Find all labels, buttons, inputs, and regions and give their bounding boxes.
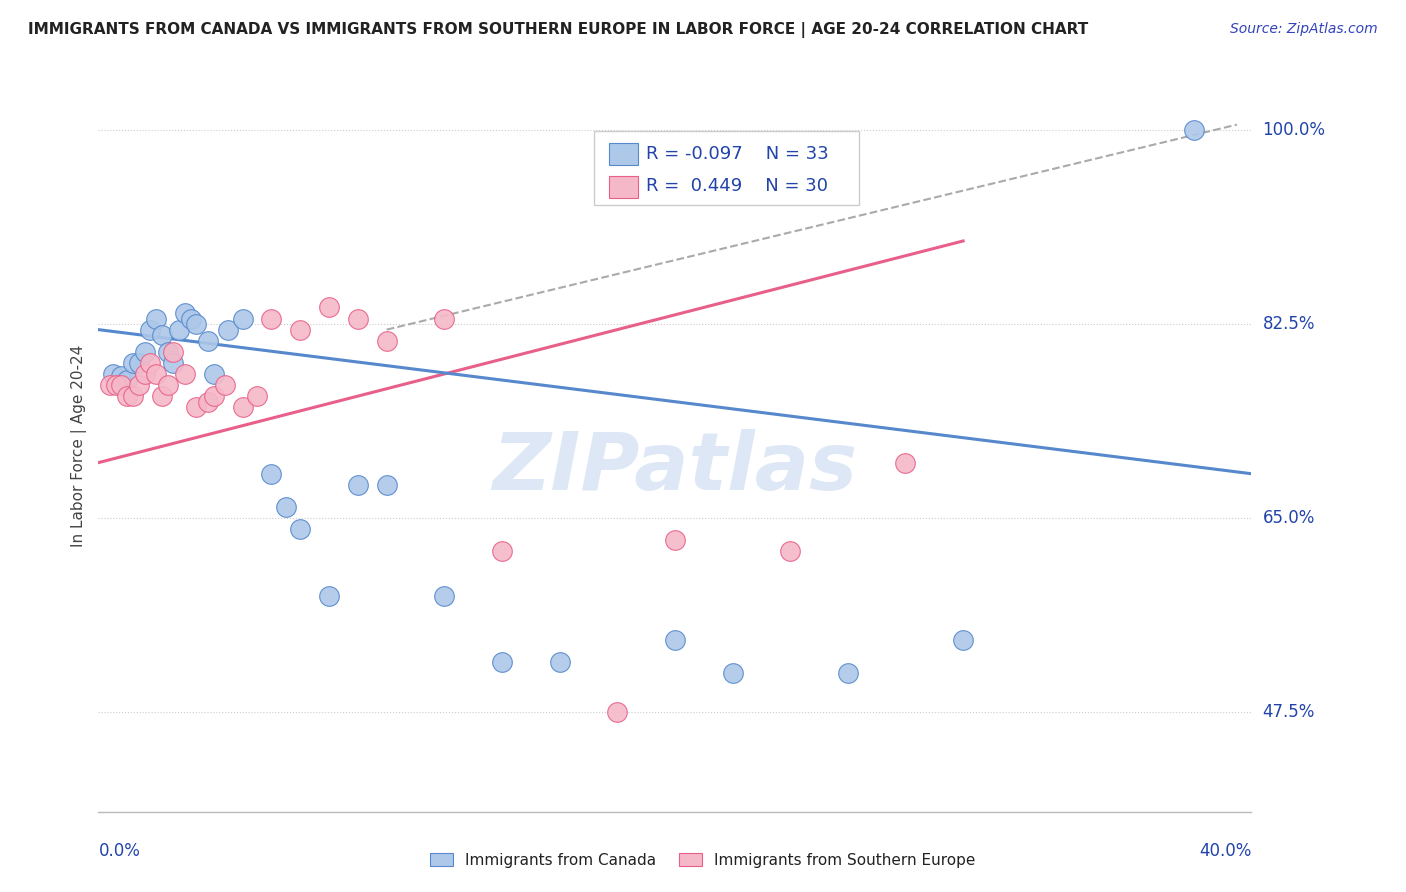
Point (721, 666, 744, 681)
Point (156, 344, 179, 359)
Point (174, 306, 197, 320)
Point (779, 544, 801, 558)
Text: 47.5%: 47.5% (1263, 703, 1315, 721)
Legend: Immigrants from Canada, Immigrants from Southern Europe: Immigrants from Canada, Immigrants from … (423, 845, 983, 875)
Point (110, 378, 132, 392)
Point (346, 311, 368, 326)
Point (491, 544, 513, 558)
Point (346, 477, 368, 491)
Point (122, 356, 145, 370)
Point (128, 378, 150, 392)
Point (186, 317, 208, 331)
Point (145, 367, 167, 381)
Point (260, 311, 283, 326)
Text: R = -0.097    N = 33: R = -0.097 N = 33 (647, 145, 828, 162)
Point (274, 500, 297, 514)
Point (433, 311, 456, 326)
Text: 40.0%: 40.0% (1199, 842, 1251, 860)
Point (837, 666, 859, 681)
Point (491, 655, 513, 669)
Point (139, 323, 162, 337)
Point (104, 378, 127, 392)
Point (260, 467, 283, 481)
Point (145, 311, 167, 326)
Point (134, 344, 156, 359)
Y-axis label: In Labor Force | Age 20-24: In Labor Force | Age 20-24 (72, 345, 87, 547)
Point (122, 389, 145, 403)
Point (162, 356, 184, 370)
Point (231, 401, 254, 415)
Point (318, 301, 340, 315)
Point (246, 389, 269, 403)
Point (664, 632, 686, 647)
FancyBboxPatch shape (595, 131, 859, 204)
Point (290, 522, 312, 536)
Point (117, 372, 139, 386)
Text: 65.0%: 65.0% (1263, 509, 1315, 527)
Point (548, 655, 571, 669)
Point (375, 334, 398, 348)
Point (894, 456, 917, 470)
Point (167, 323, 190, 337)
Point (202, 389, 225, 403)
Point (197, 334, 219, 348)
Point (156, 378, 179, 392)
Text: Source: ZipAtlas.com: Source: ZipAtlas.com (1230, 22, 1378, 37)
Point (186, 401, 208, 415)
FancyBboxPatch shape (609, 144, 638, 165)
Point (606, 705, 628, 719)
Point (664, 533, 686, 548)
Point (318, 589, 340, 603)
Point (134, 367, 156, 381)
Text: ZIPatlas: ZIPatlas (492, 429, 858, 507)
Point (1182, 123, 1205, 137)
Text: 82.5%: 82.5% (1263, 315, 1315, 333)
Point (433, 589, 456, 603)
Point (231, 311, 254, 326)
Text: 0.0%: 0.0% (98, 842, 141, 860)
Text: 100.0%: 100.0% (1263, 121, 1326, 139)
Point (101, 367, 124, 381)
Point (214, 378, 236, 392)
Point (290, 323, 312, 337)
Point (150, 389, 173, 403)
Point (139, 356, 162, 370)
Point (162, 344, 184, 359)
Point (174, 367, 197, 381)
Text: R =  0.449    N = 30: R = 0.449 N = 30 (647, 178, 828, 195)
Point (117, 389, 139, 403)
Point (202, 367, 225, 381)
FancyBboxPatch shape (609, 177, 638, 198)
Point (98, 378, 121, 392)
Point (180, 311, 202, 326)
Point (110, 369, 132, 384)
Text: IMMIGRANTS FROM CANADA VS IMMIGRANTS FROM SOUTHERN EUROPE IN LABOR FORCE | AGE 2: IMMIGRANTS FROM CANADA VS IMMIGRANTS FRO… (28, 22, 1088, 38)
Point (150, 328, 173, 343)
Point (217, 323, 239, 337)
Point (128, 356, 150, 370)
Point (197, 394, 219, 409)
Point (375, 477, 398, 491)
Point (952, 632, 974, 647)
